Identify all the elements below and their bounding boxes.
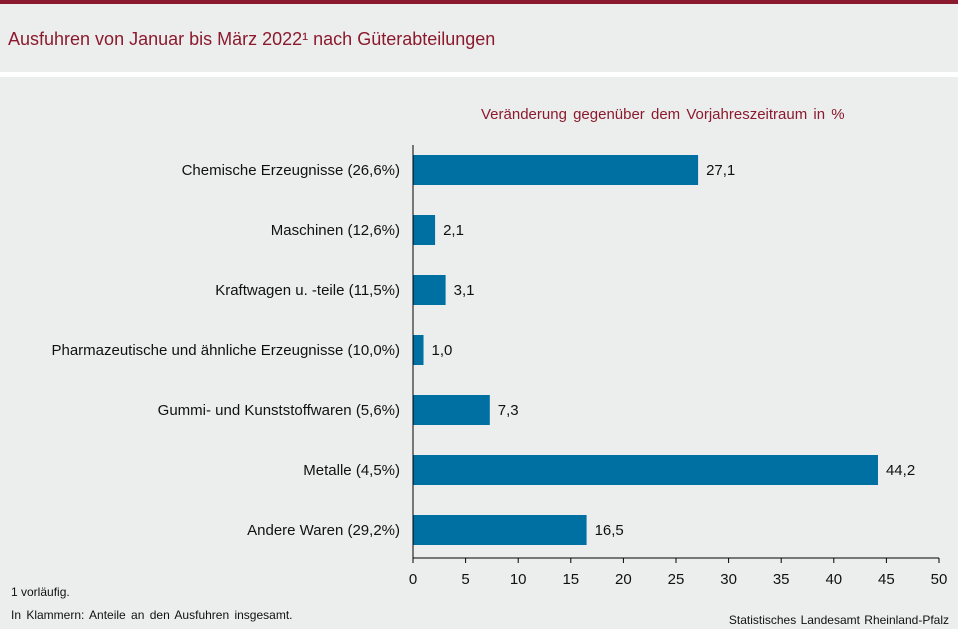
bar [413,455,878,485]
value-label: 44,2 [886,462,915,479]
footnote-preliminary: 1 vorläufig. [11,585,70,599]
bar [413,275,446,305]
category-label: Andere Waren (29,2%) [247,522,400,539]
value-label: 1,0 [432,342,453,359]
bars-group: Chemische Erzeugnisse (26,6%) 27,1 Maschin… [51,155,915,545]
x-tick-label: 20 [615,571,632,588]
x-tick-label: 30 [720,571,737,588]
source-label: Statistisches Landesamt Rheinland-Pfalz [728,613,949,627]
bar [413,335,424,365]
x-tick-label: 45 [878,571,895,588]
x-tick-label: 35 [773,571,790,588]
value-label: 2,1 [443,222,464,239]
x-tick-label: 15 [562,571,579,588]
x-tick-label: 25 [668,571,685,588]
x-tick-label: 5 [461,571,469,588]
category-label: Pharmazeutische und ähnliche Erzeugnisse… [51,342,400,359]
value-label: 27,1 [706,162,735,179]
category-label: Chemische Erzeugnisse (26,6%) [182,162,400,179]
top-accent-rule [0,0,958,4]
x-tick-label: 50 [931,571,948,588]
bar [413,515,587,545]
title-separator [0,72,958,77]
chart-title: Ausfuhren von Januar bis März 2022¹ nach… [8,29,496,49]
category-label: Kraftwagen u. -teile (11,5%) [215,282,400,299]
bar [413,215,436,245]
x-axis: 0 5 10 15 20 25 30 35 40 45 50 [409,145,948,588]
value-label: 7,3 [498,402,519,419]
footnote-shares: In Klammern: Anteile an den Ausfuhren in… [11,608,293,622]
category-label: Metalle (4,5%) [303,462,400,479]
x-tick-label: 40 [825,571,842,588]
x-tick-label: 0 [409,571,417,588]
chart-subtitle: Veränderung gegenüber dem Vorjahreszeitr… [481,106,845,123]
value-label: 16,5 [595,522,624,539]
x-tick-label: 10 [510,571,527,588]
value-label: 3,1 [454,282,475,299]
bar [413,155,699,185]
category-label: Maschinen (12,6%) [271,222,400,239]
category-label: Gummi- und Kunststoffwaren (5,6%) [158,402,400,419]
bar [413,395,490,425]
title-band [0,4,958,72]
